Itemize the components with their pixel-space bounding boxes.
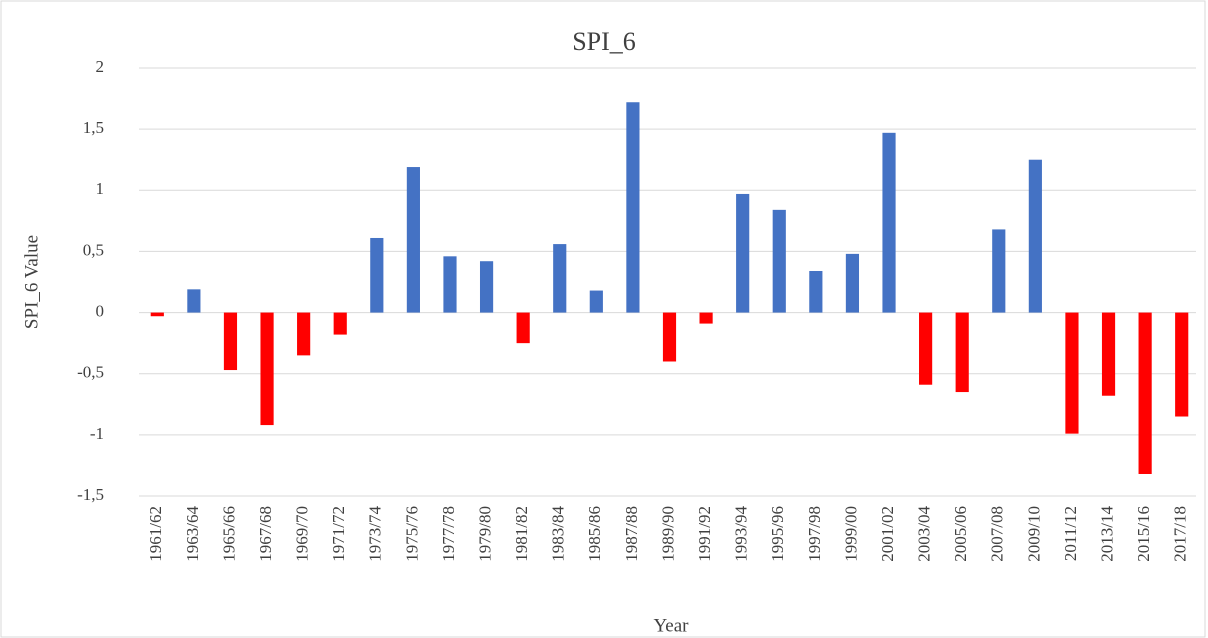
- x-tick-label: 2015/16: [1134, 506, 1153, 562]
- bar: [150, 312, 164, 317]
- x-tick-label: 2013/14: [1097, 506, 1116, 562]
- bar: [406, 167, 420, 313]
- x-tick-label: 2017/18: [1171, 506, 1190, 562]
- x-tick-label: 1983/84: [549, 506, 568, 562]
- bar: [809, 270, 823, 313]
- x-tick-label: 1985/86: [585, 506, 604, 562]
- x-tick-label: 1973/74: [366, 506, 385, 562]
- bar: [699, 312, 713, 324]
- bar: [1065, 312, 1079, 434]
- bar: [772, 209, 786, 313]
- bar: [736, 193, 750, 313]
- x-tick-label: 2007/08: [988, 506, 1007, 562]
- bar: [260, 312, 274, 426]
- y-tick-label: -1: [90, 424, 104, 443]
- bar: [479, 261, 494, 313]
- x-tick-label: 1971/72: [329, 506, 348, 562]
- bar: [370, 237, 384, 313]
- bar: [662, 312, 677, 362]
- bar: [955, 312, 969, 393]
- x-tick-label: 2001/02: [878, 506, 897, 562]
- bar: [223, 312, 238, 371]
- y-tick-label: 0: [96, 301, 105, 320]
- x-tick-label: 1995/96: [768, 506, 787, 562]
- chart-title: SPI_6: [572, 27, 636, 56]
- bar: [1028, 159, 1042, 313]
- x-tick-label: 1979/80: [475, 506, 494, 562]
- y-tick-label: 1: [96, 179, 105, 198]
- x-tick-label: 1969/70: [293, 506, 312, 562]
- x-tick-label: 2005/06: [951, 506, 970, 562]
- bar: [845, 253, 860, 313]
- bar: [919, 312, 933, 385]
- bar: [1138, 312, 1152, 474]
- x-tick-label: 1999/00: [841, 506, 860, 562]
- x-tick-label: 2009/10: [1024, 506, 1043, 562]
- x-tick-label: 1991/92: [695, 506, 714, 562]
- x-axis-label: Year: [653, 615, 689, 636]
- y-tick-label: 0,5: [83, 240, 104, 259]
- x-tick-label: 1989/90: [658, 506, 677, 562]
- x-tick-label: 1975/76: [402, 506, 421, 562]
- bar: [992, 229, 1006, 313]
- x-tick-label: 1981/82: [512, 506, 531, 562]
- x-tick-label: 2011/12: [1061, 506, 1080, 561]
- bar: [882, 132, 896, 313]
- bar: [553, 244, 567, 313]
- bar: [626, 102, 640, 313]
- bar: [516, 312, 530, 344]
- y-tick-label: -1,5: [77, 485, 104, 504]
- x-tick-label: 1967/68: [256, 506, 275, 562]
- x-tick-label: 2003/04: [915, 506, 934, 562]
- bar: [333, 312, 347, 335]
- x-tick-label: 1997/98: [805, 506, 824, 562]
- x-tick-label: 1965/66: [219, 506, 238, 562]
- x-tick-label: 1987/88: [622, 506, 641, 562]
- x-tick-label: 1977/78: [439, 506, 458, 562]
- x-tick-label: 1993/94: [732, 506, 751, 562]
- bar: [1175, 312, 1189, 417]
- bar: [443, 256, 457, 313]
- bar: [589, 290, 603, 313]
- y-tick-label: 2: [96, 57, 105, 76]
- x-tick-label: 1963/64: [183, 506, 202, 562]
- x-tick-label: 1961/62: [146, 506, 165, 562]
- y-tick-label: 1,5: [83, 118, 104, 137]
- bar: [1101, 312, 1116, 396]
- y-axis-label: SPI_6 Value: [21, 235, 42, 329]
- y-tick-label: -0,5: [77, 363, 104, 382]
- bar: [297, 312, 311, 356]
- bar: [187, 289, 201, 313]
